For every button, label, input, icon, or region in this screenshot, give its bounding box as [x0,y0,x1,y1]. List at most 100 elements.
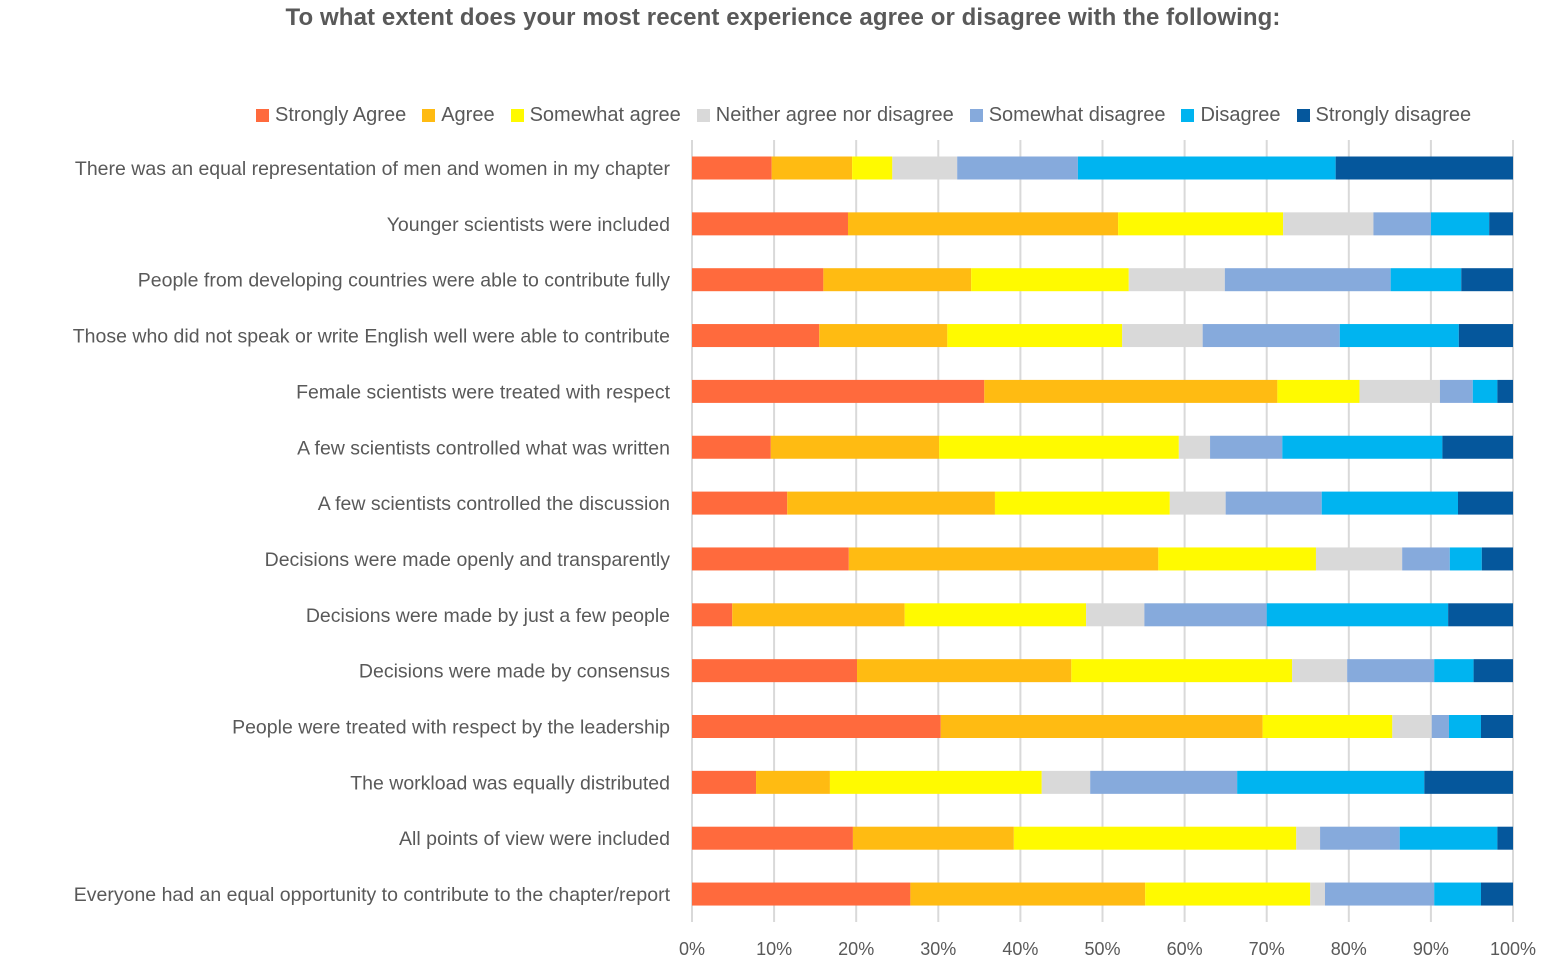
bar-segment-strongly-disagree [1335,156,1513,180]
bar-segment-somewhat-agree [1071,659,1293,683]
bar-segment-somewhat-disagree [1373,212,1431,236]
bar-segment-disagree [1390,268,1462,292]
bar-segment-somewhat-disagree [1144,603,1267,627]
bar-segment-neither-agree-nor-disagree [1041,770,1091,794]
bar-segment-disagree [1237,770,1425,794]
bar-segment-agree [940,715,1263,738]
bar-segment-disagree [1434,659,1474,683]
bar-segment-neither-agree-nor-disagree [1296,826,1321,850]
bar-segment-disagree [1077,156,1336,180]
category-label: People were treated with respect by the … [232,717,670,739]
category-label: Female scientists were treated with resp… [296,381,670,403]
bar-segment-somewhat-disagree [1224,268,1391,292]
category-label: All points of view were included [399,828,670,850]
x-tick-label: 90% [1413,939,1449,959]
legend-item: Neither agree nor disagree [696,104,954,127]
bar-segment-neither-agree-nor-disagree [1310,882,1325,906]
x-tick-label: 80% [1331,939,1367,959]
bar-segment-somewhat-agree [1145,882,1311,906]
bar-segment-somewhat-disagree [1324,882,1435,906]
bar-segment-disagree [1430,212,1490,236]
bar-segment-somewhat-disagree [1439,379,1473,403]
bar-segment-agree [852,826,1014,850]
bar-segment-strongly-agree [692,212,848,236]
bar-segment-disagree [1266,603,1449,627]
category-label: Everyone had an equal opportunity to con… [74,884,671,906]
bar-segment-disagree [1472,379,1498,403]
category-label: A few scientists controlled the discussi… [318,493,670,515]
bar-segment-somewhat-disagree [1225,491,1322,515]
bar-segment-disagree [1448,715,1481,738]
bar-segment-strongly-agree [692,882,911,906]
legend-item: Disagree [1181,104,1281,127]
bar-segment-agree [819,324,948,348]
bar-segment-somewhat-agree [947,324,1123,348]
bar-segment-strongly-disagree [1442,435,1513,459]
bar-segment-agree [732,603,905,627]
bar-segment-agree [910,882,1146,906]
legend-item: Agree [422,104,495,127]
legend-label: Agree [441,104,495,126]
legend: Strongly Agree Agree Somewhat agree Neither… [256,104,1487,127]
category-label: A few scientists controlled what was wri… [297,437,670,459]
category-label: Decisions were made openly and transpare… [265,549,671,571]
bar-segment-disagree [1282,435,1443,459]
bar-segment-somewhat-agree [939,435,1179,459]
bar-segment-strongly-disagree [1489,212,1513,236]
bar-segment-somewhat-disagree [1202,324,1340,348]
legend-swatch [696,109,710,122]
bar-segment-neither-agree-nor-disagree [1315,547,1403,571]
bar-segment-somewhat-agree [904,603,1087,627]
bar-segment-disagree [1321,491,1458,515]
category-label: People from developing countries were ab… [138,270,670,292]
legend-swatch [422,109,436,122]
legend-label: Somewhat disagree [988,104,1166,126]
bar-segment-agree [756,770,830,794]
bar-segment-somewhat-agree [852,156,893,180]
category-label: Younger scientists were included [387,214,670,236]
legend-swatch [1181,109,1195,122]
x-tick-label: 20% [838,939,874,959]
bar-segment-strongly-disagree [1473,659,1513,683]
bar-segment-disagree [1449,547,1482,571]
bar-segment-somewhat-disagree [1210,435,1283,459]
bar-segment-strongly-agree [692,715,941,738]
bar-segment-somewhat-agree [994,491,1170,515]
x-tick-label: 50% [1084,939,1120,959]
bar-segment-neither-agree-nor-disagree [892,156,958,180]
legend-label: Somewhat agree [529,104,681,126]
bar-segment-agree [771,156,853,180]
x-tick-label: 100% [1490,939,1536,959]
legend-label: Neither agree nor disagree [715,104,954,126]
bar-segment-somewhat-disagree [1347,659,1435,683]
bar-segment-strongly-agree [692,491,788,515]
bar-segment-strongly-disagree [1458,324,1513,348]
bar-segment-somewhat-agree [1262,715,1393,738]
bar-segment-neither-agree-nor-disagree [1086,603,1145,627]
bar-segment-somewhat-disagree [957,156,1078,180]
legend-item: Somewhat disagree [969,104,1166,127]
bar-segment-disagree [1434,882,1481,906]
bar-segment-strongly-agree [692,156,772,180]
category-label: Decisions were made by consensus [359,661,670,683]
bar-segment-agree [857,659,1072,683]
bar-segment-strongly-disagree [1497,826,1513,850]
legend-label: Disagree [1200,104,1281,126]
bar-segment-strongly-disagree [1457,491,1513,515]
x-tick-label: 70% [1249,939,1285,959]
bar-segment-agree [770,435,940,459]
bar-segment-somewhat-disagree [1431,715,1449,738]
bar-segment-agree [984,379,1278,403]
bar-segment-strongly-agree [692,435,771,459]
bar-segment-agree [847,212,1119,236]
bar-segment-agree [848,547,1159,571]
bar-segment-neither-agree-nor-disagree [1392,715,1432,738]
x-tick-label: 0% [679,939,705,959]
legend-swatch [256,109,269,122]
bar-segment-agree [787,491,995,515]
bar-segment-neither-agree-nor-disagree [1283,212,1374,236]
bar-segment-disagree [1399,826,1498,850]
legend-label: Strongly Agree [275,104,407,126]
bar-segment-somewhat-agree [971,268,1129,292]
bar-segment-strongly-disagree [1480,715,1513,738]
